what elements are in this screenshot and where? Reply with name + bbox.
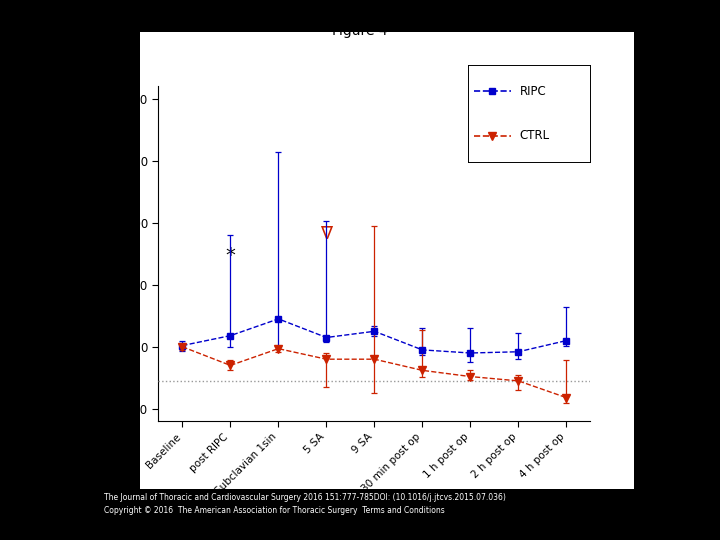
Text: ∇: ∇ xyxy=(320,224,333,242)
Text: Figure 4: Figure 4 xyxy=(332,24,388,38)
Y-axis label: Percentage change (%): Percentage change (%) xyxy=(97,180,110,327)
Text: RIPC: RIPC xyxy=(519,85,546,98)
Text: The Journal of Thoracic and Cardiovascular Surgery 2016 151:777-785DOI: (10.1016: The Journal of Thoracic and Cardiovascul… xyxy=(104,492,506,502)
Text: CTRL: CTRL xyxy=(519,129,549,142)
Text: *: * xyxy=(225,246,235,265)
Text: Copyright © 2016  The American Association for Thoracic Surgery  Terms and Condi: Copyright © 2016 The American Associatio… xyxy=(104,506,445,515)
